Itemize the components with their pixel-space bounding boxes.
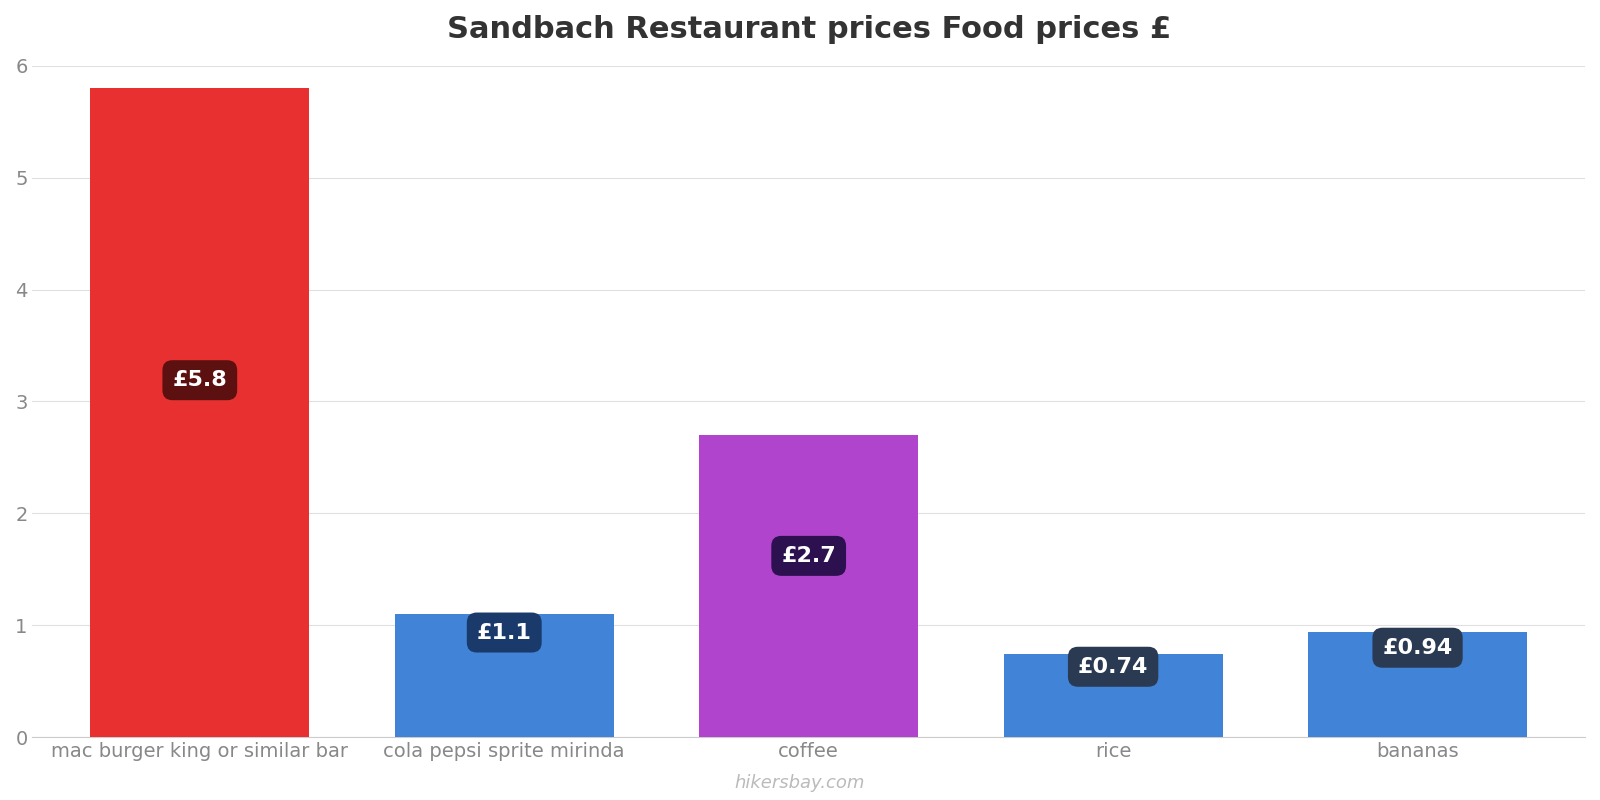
Text: £1.1: £1.1: [477, 622, 531, 642]
Bar: [90, 88, 309, 737]
Bar: [1307, 632, 1526, 737]
Text: £5.8: £5.8: [173, 370, 227, 390]
Title: Sandbach Restaurant prices Food prices £: Sandbach Restaurant prices Food prices £: [446, 15, 1171, 44]
Text: hikersbay.com: hikersbay.com: [734, 774, 866, 792]
Text: £2.7: £2.7: [781, 546, 837, 566]
Text: £0.74: £0.74: [1078, 657, 1149, 677]
Bar: [1003, 654, 1222, 737]
Text: £0.94: £0.94: [1382, 638, 1453, 658]
Bar: [699, 435, 918, 737]
Bar: [395, 614, 614, 737]
